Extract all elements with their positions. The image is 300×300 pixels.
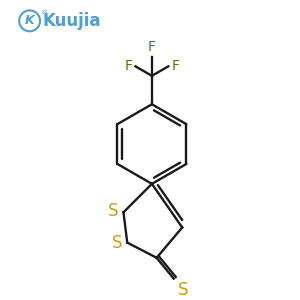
Text: K: K xyxy=(25,14,34,27)
Text: S: S xyxy=(178,281,188,299)
Text: S: S xyxy=(108,202,119,220)
Text: F: F xyxy=(124,59,133,73)
Text: Kuujia: Kuujia xyxy=(43,12,101,30)
Text: ®: ® xyxy=(41,10,48,16)
Text: S: S xyxy=(112,234,122,252)
Text: F: F xyxy=(171,59,179,73)
Text: F: F xyxy=(148,40,156,54)
